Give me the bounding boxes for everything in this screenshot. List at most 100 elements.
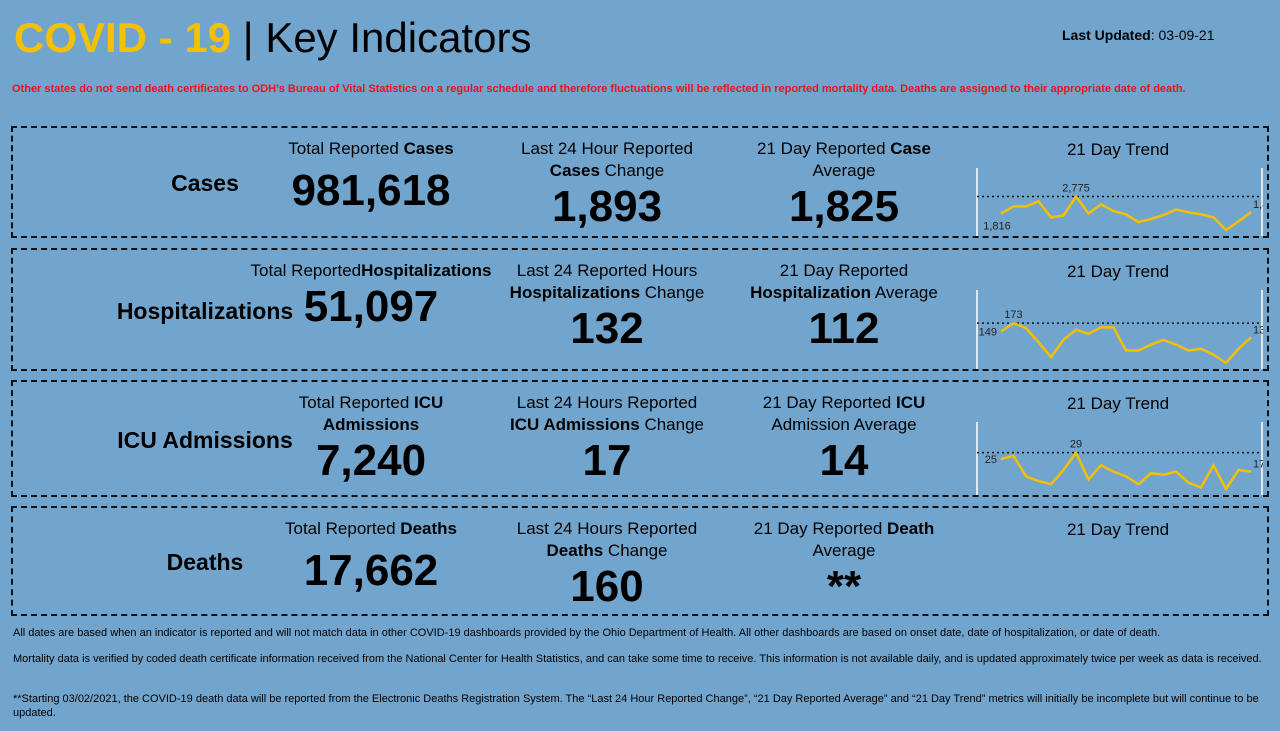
trend-max-label: 29 [1070,439,1082,451]
change-value: 132 [570,304,644,353]
trend-point [1050,356,1052,358]
average-value: 14 [819,436,869,485]
trend-point [1013,322,1014,324]
panel-label: Cases [171,170,239,196]
total-value: 7,240 [315,436,427,485]
trend-point [1025,327,1027,329]
panel-label: ICU Admissions [117,426,293,453]
change-value: 1,893 [551,182,663,231]
panel-deaths: Deaths Total Reported Deaths 17,662 Last… [11,506,1269,616]
trend-point [1113,326,1114,328]
trend-point [1025,475,1027,477]
trend-end-label: 132 [1253,324,1263,336]
page-title: COVID - 19 | Key Indicators [14,14,532,61]
mortality-warning: Other states do not send death certifica… [12,83,1186,95]
trend-point [1175,471,1177,473]
trend-point [1238,348,1239,350]
21-day-average: 21 Day Reported Death Average ** [719,518,969,612]
trend-title: 21 Day Trend [1066,140,1170,159]
trend-point [1000,458,1002,460]
trend-point [1100,464,1102,466]
21-day-average: 21 Day Reported Hospitalization Average 1… [719,260,969,354]
trend-point [1088,212,1089,214]
trend-point [1238,220,1239,222]
trend-point [1163,339,1164,341]
trend-point [1038,341,1039,343]
trend-line [1000,450,1252,492]
trend-point [1250,211,1252,213]
average-value: 1,825 [788,182,900,231]
trend-point [1075,329,1077,331]
last-updated: Last Updated: 03-09-21 [1062,27,1215,43]
trend-point [1200,486,1202,488]
trend-point [1050,483,1052,485]
total-reported: Total Reported Deaths 17,662 [246,518,496,596]
trend-point [1063,469,1064,471]
trend-point [1200,348,1202,350]
footnote-3: **Starting 03/02/2021, the COVID-19 deat… [13,693,1259,719]
average-value: ** [826,562,862,611]
last-24h-change: Last 24 Hours Reported Deaths Change 160 [482,518,732,612]
trend-point [1000,330,1002,332]
trend-point [1125,475,1127,477]
trend-point [1100,326,1102,328]
last-24h-change: Last 24 Hour Reported Cases Change 1,893 [482,138,732,232]
last-24h-change: Last 24 Reported Hours Hospitalizations C… [482,260,732,354]
trend-point [1113,471,1114,473]
trend-point [1050,216,1052,218]
trend-point [1225,362,1227,364]
panel-cases: Cases Total Reported Cases 981,618 Last … [11,126,1269,238]
trend-point [1038,200,1039,202]
trend-point [1188,211,1189,213]
trend-point [1000,212,1002,214]
trend-point [1175,344,1177,346]
trend-point [1250,336,1252,338]
trend-point [1250,471,1252,473]
trend-end-label: 1,893 [1253,199,1263,211]
trend-point [1038,480,1039,482]
trend-point [1075,196,1077,198]
trend-point [1075,452,1077,454]
total-reported: Total ReportedHospitalizations 51,097 [246,260,496,332]
trend-point [1188,482,1189,484]
total-value: 17,662 [303,546,439,595]
trend-point [1213,216,1214,218]
total-value: 981,618 [291,166,451,215]
total-reported: Total Reported Cases 981,618 [246,138,496,216]
panel-label: Hospitalizations [116,297,294,324]
trend-point [1088,333,1089,335]
trend-point [1063,214,1064,216]
trend-point [1163,214,1164,216]
trend-point [1138,221,1139,223]
trend-point [1175,209,1177,211]
trend-point [1013,205,1014,207]
trend-end-label: 17 [1253,459,1263,471]
trend-point [1100,203,1102,205]
trend-point [1213,354,1214,356]
trend-start-label: 149 [979,326,997,338]
change-value: 17 [582,436,632,485]
trend-point [1013,455,1014,457]
trend-point [1188,350,1189,352]
trend-max-label: 2,775 [1062,183,1090,195]
change-value: 160 [570,562,644,611]
trend-point [1125,213,1127,215]
total-reported: Total Reported ICU Admissions 7,240 [246,392,496,486]
trend-title: 21 Day Trend [1066,262,1170,281]
trend-point [1138,350,1139,352]
trend-start-label: 25 [985,454,997,466]
trend-point [1113,210,1114,212]
panel-hospitalizations: Hospitalizations Total ReportedHospitali… [11,248,1269,371]
trend-point [1150,218,1152,220]
trend-title: 21 Day Trend [1066,394,1170,413]
trend-point [1025,205,1027,207]
trend-sparkline: 25 29 17 [976,422,1263,495]
trend-point [1200,213,1202,215]
21-day-average: 21 Day Reported ICU Admission Average 14 [719,392,969,486]
trend-point [1150,472,1152,474]
panel-icu-admissions: ICU Admissions Total Reported ICU Admissi… [11,380,1269,497]
average-value: 112 [808,304,880,353]
trend-point [1225,229,1227,231]
trend-point [1063,339,1064,341]
trend-title: 21 Day Trend [1066,520,1170,539]
